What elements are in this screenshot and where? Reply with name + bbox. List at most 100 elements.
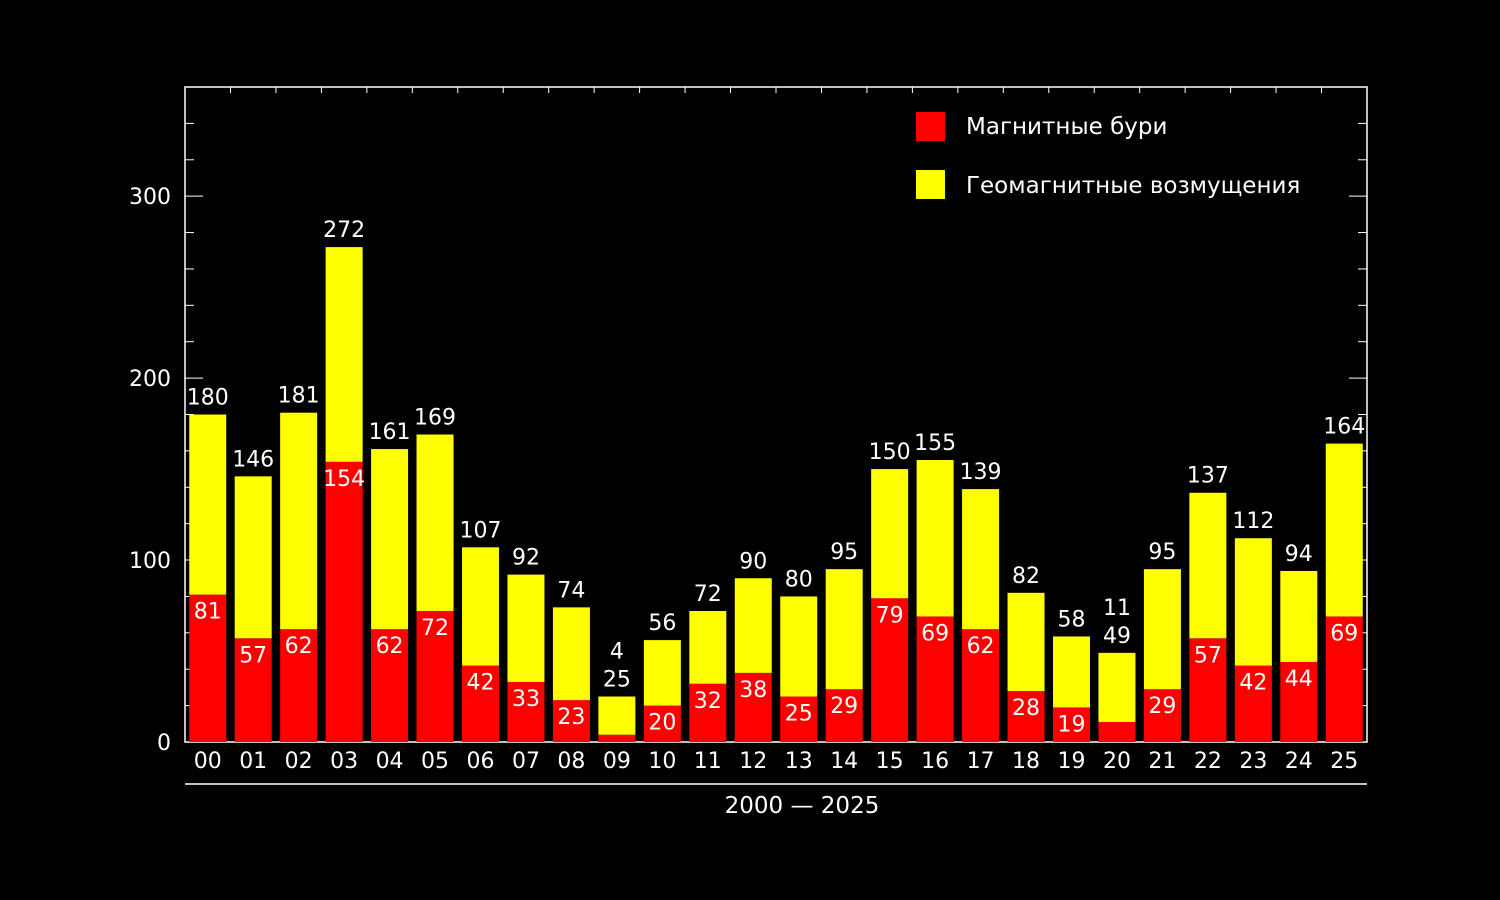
storm-label: 62 [967, 634, 995, 659]
bar-disturbances [189, 414, 227, 595]
y-tick-label: 300 [129, 185, 171, 210]
total-label: 72 [694, 582, 722, 607]
bar-storms [234, 638, 272, 742]
total-label: 161 [369, 420, 411, 445]
total-label: 155 [914, 431, 956, 456]
storm-label: 42 [1239, 671, 1267, 696]
x-tick-label: 13 [785, 749, 813, 774]
bar-disturbances [507, 574, 545, 682]
x-range-label: 2000 — 2025 [725, 793, 880, 819]
bar-storms [643, 705, 681, 742]
bar-disturbances [1098, 652, 1136, 722]
total-label: 95 [1148, 540, 1176, 565]
bar-disturbances [552, 607, 590, 701]
x-tick-label: 09 [603, 749, 631, 774]
bar-disturbances [1234, 538, 1272, 666]
storm-label: 25 [785, 702, 813, 727]
storm-label: 11 [1103, 596, 1131, 621]
bar-storms [189, 594, 227, 742]
x-tick-label: 10 [648, 749, 676, 774]
bar-disturbances [916, 459, 954, 617]
x-tick-label: 08 [557, 749, 585, 774]
x-tick-label: 05 [421, 749, 449, 774]
storm-label: 57 [239, 643, 267, 668]
y-tick-label: 0 [157, 731, 171, 756]
total-label: 58 [1058, 607, 1086, 632]
storm-label: 154 [323, 467, 365, 492]
bar-storms [280, 629, 318, 742]
y-tick-label: 100 [129, 549, 171, 574]
total-label: 49 [1103, 624, 1131, 649]
storm-label: 62 [285, 634, 313, 659]
x-tick-label: 25 [1330, 749, 1358, 774]
storm-label: 69 [1330, 621, 1358, 646]
storm-label: 79 [876, 603, 904, 628]
x-tick-label: 03 [330, 749, 358, 774]
total-label: 180 [187, 386, 229, 411]
bar-storms [1234, 665, 1272, 742]
bar-disturbances [598, 696, 636, 735]
storm-label: 72 [421, 616, 449, 641]
x-tick-label: 11 [694, 749, 722, 774]
x-tick-label: 24 [1285, 749, 1313, 774]
legend-swatch-storms [916, 112, 945, 141]
total-label: 82 [1012, 564, 1040, 589]
x-tick-label: 21 [1148, 749, 1176, 774]
storm-label: 42 [467, 671, 495, 696]
bar-storms [1189, 638, 1227, 742]
total-label: 272 [323, 218, 365, 243]
legend-swatch-disturbances [916, 170, 945, 199]
bar-disturbances [371, 449, 409, 630]
x-tick-label: 16 [921, 749, 949, 774]
bar-disturbances [825, 569, 863, 690]
bar-disturbances [962, 489, 1000, 630]
bar-disturbances [780, 596, 818, 697]
bar-storms [916, 616, 954, 742]
bar-storms [962, 629, 1000, 742]
bar-disturbances [234, 476, 272, 639]
bar-storms [871, 598, 909, 742]
bar-disturbances [643, 640, 681, 706]
total-label: 164 [1323, 415, 1365, 440]
storm-label: 81 [194, 600, 222, 625]
storm-label: 29 [830, 694, 858, 719]
total-label: 74 [557, 578, 585, 603]
storm-label: 32 [694, 689, 722, 714]
bar-storms [1143, 689, 1181, 742]
storm-label: 28 [1012, 696, 1040, 721]
storm-label: 62 [376, 634, 404, 659]
bar-disturbances [734, 578, 772, 673]
bar-storms [1325, 616, 1363, 742]
storm-label: 23 [557, 705, 585, 730]
bar-storms [825, 689, 863, 742]
storm-label: 33 [512, 687, 540, 712]
bar-disturbances [416, 434, 454, 611]
bar-storms [507, 681, 545, 742]
bar-storms [780, 696, 818, 742]
storm-label: 19 [1058, 712, 1086, 737]
storm-label: 29 [1148, 694, 1176, 719]
x-tick-label: 02 [285, 749, 313, 774]
x-tick-label: 14 [830, 749, 858, 774]
x-tick-label: 07 [512, 749, 540, 774]
bar-disturbances [1280, 570, 1318, 662]
total-label: 80 [785, 567, 813, 592]
x-tick-label: 23 [1239, 749, 1267, 774]
storm-label: 4 [610, 640, 624, 665]
bar-disturbances [1189, 492, 1227, 639]
bar-disturbances [325, 247, 363, 462]
bar-storms [1098, 721, 1136, 742]
bar-storms [371, 629, 409, 742]
bar-disturbances [1143, 569, 1181, 690]
bar-storms [1280, 661, 1318, 742]
total-label: 139 [960, 460, 1002, 485]
x-tick-label: 17 [967, 749, 995, 774]
storm-label: 57 [1194, 643, 1222, 668]
bar-disturbances [689, 611, 727, 684]
y-tick-label: 200 [129, 367, 171, 392]
total-label: 25 [603, 668, 631, 693]
x-tick-label: 15 [876, 749, 904, 774]
bar-disturbances [1053, 636, 1090, 708]
total-label: 169 [414, 406, 456, 431]
storm-label: 69 [921, 621, 949, 646]
